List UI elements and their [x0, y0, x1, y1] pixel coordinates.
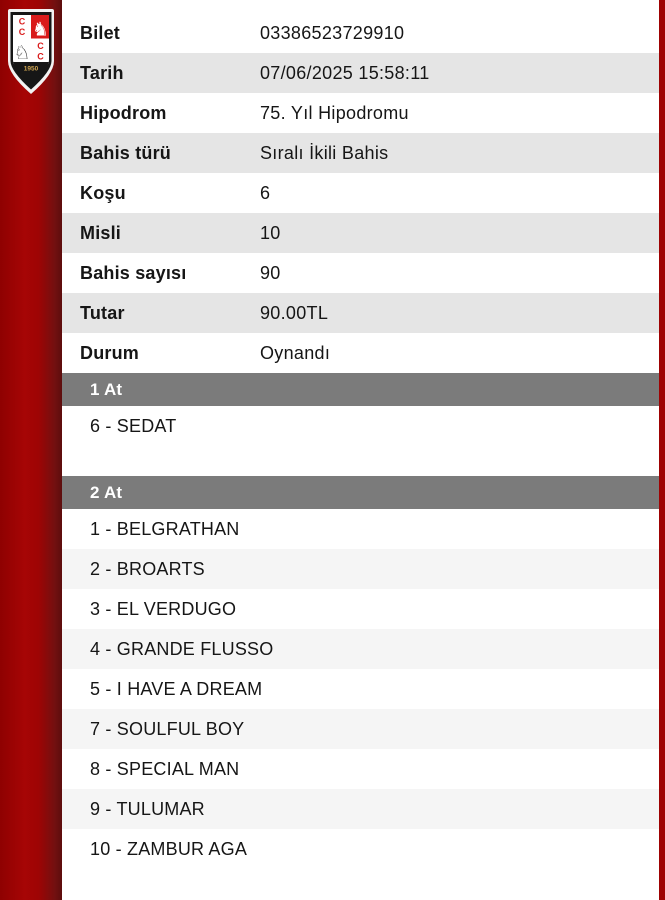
ticket-row-bahis-turu: Bahis türü Sıralı İkili Bahis: [62, 133, 659, 173]
section-header-leg1: 1 At: [62, 373, 659, 406]
ticket-label: Bahis türü: [80, 142, 172, 163]
horse-row: 5 - I HAVE A DREAM: [62, 669, 659, 709]
ticket-row-tutar: Tutar 90.00TL: [62, 293, 659, 333]
ticket-row-misli: Misli 10: [62, 213, 659, 253]
ticket-label: Tutar: [80, 302, 125, 323]
ticket-label: Bilet: [80, 22, 121, 43]
ticket-label: Tarih: [80, 62, 124, 83]
hippodrome-name: 75. Yıl Hipodromu: [260, 102, 409, 123]
logo-quadrant-bottom-left: [13, 38, 31, 65]
black-knight-icon: ♘: [13, 43, 30, 64]
right-red-band: [659, 0, 665, 900]
horse-row: 4 - GRANDE FLUSSO: [62, 629, 659, 669]
logo-quadrant-top-left: [13, 15, 31, 39]
logo-initial-c: C: [37, 41, 44, 51]
multiplier-value: 10: [260, 222, 281, 243]
horse-row: 1 - BELGRATHAN: [62, 509, 659, 549]
horse-row: 8 - SPECIAL MAN: [62, 749, 659, 789]
ticket-number: 03386523729910: [260, 22, 405, 43]
ticket-row-tarih: Tarih 07/06/2025 15:58:11: [62, 53, 659, 93]
race-number: 6: [260, 182, 271, 203]
ticket-row-hipodrom: Hipodrom 75. Yıl Hipodromu: [62, 93, 659, 133]
section-header-leg2: 2 At: [62, 476, 659, 509]
ticket-status: Oynandı: [260, 342, 331, 363]
ticket-label: Hipodrom: [80, 102, 167, 123]
horse-row: 10 - ZAMBUR AGA: [62, 829, 659, 869]
ticket-label: Misli: [80, 222, 122, 243]
ticket-row-bilet: Bilet 03386523729910: [62, 13, 659, 53]
ticket-panel: Bilet 03386523729910 Tarih 07/06/2025 15…: [62, 0, 659, 869]
bet-count: 90: [260, 262, 281, 283]
horse-row: 3 - EL VERDUGO: [62, 589, 659, 629]
bet-type: Sıralı İkili Bahis: [260, 142, 389, 163]
logo-initial-c: C: [19, 27, 26, 37]
ticket-row-durum: Durum Oynandı: [62, 333, 659, 373]
section-gap: [62, 446, 659, 476]
ticket-label: Koşu: [80, 182, 126, 203]
horse-row: 9 - TULUMAR: [62, 789, 659, 829]
horse-row: 2 - BROARTS: [62, 549, 659, 589]
ticket-row-kosu: Koşu 6: [62, 173, 659, 213]
ticket-datetime: 07/06/2025 15:58:11: [260, 62, 430, 83]
horse-row: 7 - SOULFUL BOY: [62, 709, 659, 749]
ticket-row-bahis-sayisi: Bahis sayısı 90: [62, 253, 659, 293]
jockey-club-logo: C C ♞ ♘ C C 1950: [8, 9, 54, 94]
logo-quadrant-bottom-right: [31, 38, 49, 65]
logo-quadrant-top-right: [31, 15, 49, 39]
logo-initial-c: C: [37, 52, 44, 62]
total-amount: 90.00TL: [260, 302, 329, 323]
ticket-label: Durum: [80, 342, 139, 363]
white-knight-icon: ♞: [32, 20, 49, 41]
ticket-label: Bahis sayısı: [80, 262, 187, 283]
left-red-band: [0, 0, 62, 900]
logo-year: 1950: [24, 66, 39, 73]
logo-initial-c: C: [19, 17, 26, 27]
horse-row: 6 - SEDAT: [62, 406, 659, 446]
